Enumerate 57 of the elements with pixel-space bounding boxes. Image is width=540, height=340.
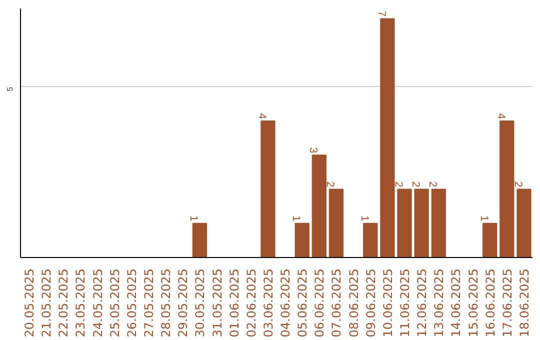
x-tick-label: 08.06.2025: [346, 268, 361, 338]
data-label: 2: [512, 181, 524, 188]
x-tick-label: 30.05.2025: [193, 268, 208, 338]
bar: [192, 222, 208, 258]
x-tick-label: 26.05.2025: [124, 268, 139, 338]
x-tick-label: 03.06.2025: [261, 268, 276, 338]
x-tick-label: 04.06.2025: [278, 268, 293, 338]
bar: [380, 18, 395, 258]
data-label: 2: [410, 181, 422, 188]
data-label: 7: [375, 10, 388, 17]
bar: [414, 188, 429, 258]
x-tick-label: 13.06.2025: [432, 268, 446, 338]
bar: [516, 188, 532, 258]
bar: [328, 188, 344, 258]
x-tick-label: 28.05.2025: [159, 268, 174, 338]
data-label: 2: [392, 181, 404, 188]
x-tick-label: 22.05.2025: [56, 268, 71, 338]
x-tick-label: 05.06.2025: [296, 268, 310, 338]
data-label: 1: [290, 215, 302, 222]
x-tick-label: 23.05.2025: [74, 268, 88, 338]
bar: [500, 120, 514, 258]
bar: [363, 222, 378, 258]
bar: [260, 120, 276, 258]
data-label: 1: [358, 215, 370, 222]
y-tick-label: 5: [6, 86, 14, 92]
x-tick-label: 09.06.2025: [364, 268, 378, 338]
data-label: 4: [494, 113, 507, 120]
data-label: 2: [324, 181, 336, 188]
x-tick-label: 16.06.2025: [483, 268, 498, 338]
data-label: 2: [426, 181, 439, 188]
x-tick-label: 25.05.2025: [108, 268, 122, 338]
x-tick-label: 12.06.2025: [415, 268, 430, 338]
x-tick-label: 07.06.2025: [330, 268, 344, 338]
x-tick-label: 10.06.2025: [380, 268, 395, 338]
x-tick-label: 11.06.2025: [398, 268, 412, 338]
x-tick-label: 02.06.2025: [244, 268, 258, 338]
bar: [482, 222, 498, 258]
data-label: 1: [188, 215, 200, 222]
bar: [312, 154, 326, 258]
x-tick-label: 01.06.2025: [227, 268, 242, 338]
x-tick-label: 27.05.2025: [142, 268, 156, 338]
bar: [397, 188, 412, 258]
x-tick-label: 20.05.2025: [22, 268, 37, 338]
data-label: 1: [478, 215, 490, 222]
bar: [431, 188, 446, 258]
bar: [294, 222, 310, 258]
x-tick-label: 06.06.2025: [312, 268, 327, 338]
data-label: 3: [307, 147, 320, 154]
x-tick-label: 18.06.2025: [517, 268, 532, 338]
x-tick-label: 31.05.2025: [210, 268, 224, 338]
x-tick-label: 21.05.2025: [40, 268, 54, 338]
x-tick-label: 29.05.2025: [176, 268, 190, 338]
data-label: 4: [256, 113, 268, 120]
x-tick-label: 17.06.2025: [500, 268, 514, 338]
x-tick-label: 24.05.2025: [90, 268, 105, 338]
x-tick-label: 14.06.2025: [449, 268, 464, 338]
x-tick-label: 15.06.2025: [466, 268, 480, 338]
